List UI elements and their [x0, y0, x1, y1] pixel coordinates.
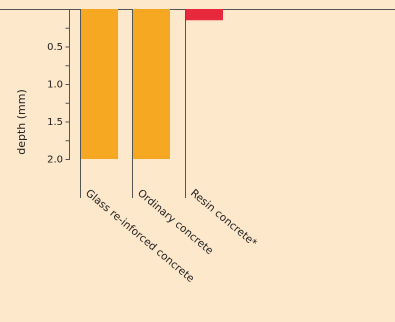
y-tick-label: 2.0	[47, 155, 63, 166]
y-tick-labels: 0.5 1.0 1.5 2.0	[47, 42, 63, 166]
y-tick-label: 1.5	[47, 117, 63, 128]
bars	[80, 9, 223, 159]
y-tick-label: 0.5	[47, 42, 63, 53]
bar-ordinary-concrete	[132, 9, 170, 159]
bar-glass-re-inforced-concrete	[80, 9, 118, 159]
y-axis-title: depth (mm)	[15, 89, 28, 155]
y-ticks	[65, 27, 70, 160]
y-tick-label: 1.0	[47, 80, 63, 91]
bar-resin-concrete	[185, 9, 223, 21]
category-leaders	[80, 9, 186, 198]
